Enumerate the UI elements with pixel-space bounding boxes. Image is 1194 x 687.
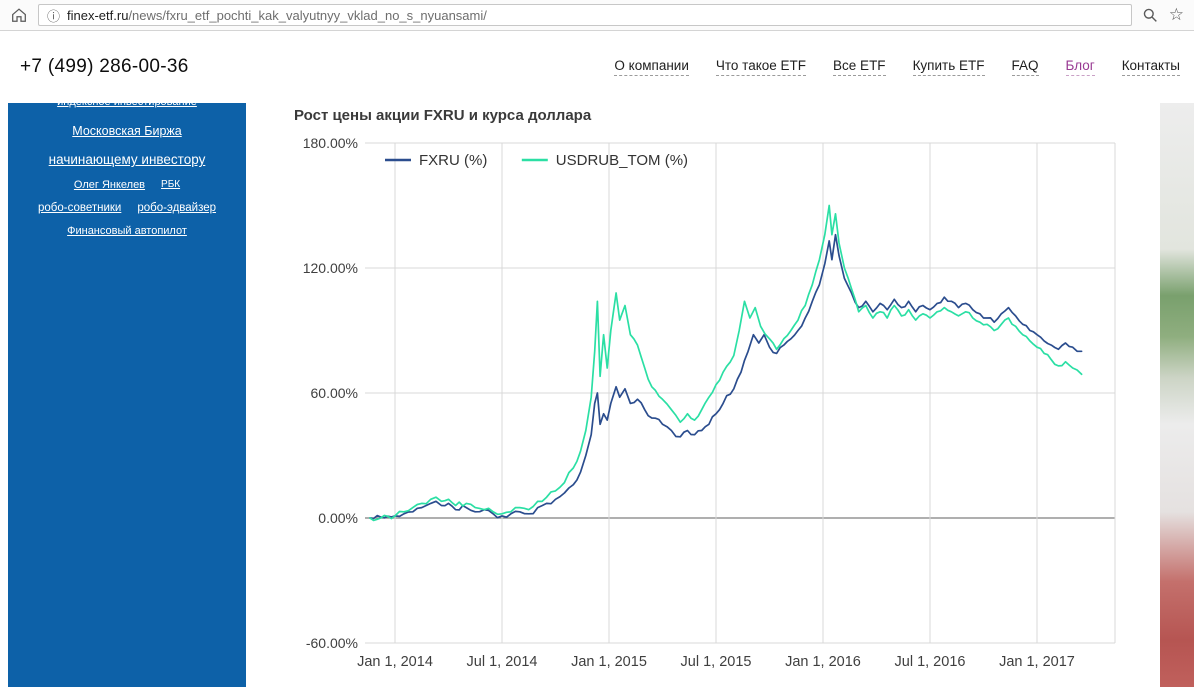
svg-text:120.00%: 120.00% [303, 260, 358, 276]
address-bar[interactable]: ⓘ finex-etf.ru/news/fxru_etf_pochti_kak_… [38, 4, 1132, 26]
svg-text:Jan 1, 2016: Jan 1, 2016 [785, 654, 861, 670]
url-domain: finex-etf.ru [67, 7, 129, 23]
svg-text:Jul 1, 2016: Jul 1, 2016 [895, 654, 966, 670]
svg-text:Jul 1, 2014: Jul 1, 2014 [467, 654, 538, 670]
svg-text:-60.00%: -60.00% [306, 635, 358, 651]
tag-link-index-investing[interactable]: индексное инвестирование [57, 103, 197, 108]
zoom-icon[interactable] [1142, 7, 1159, 24]
nav-link-buy-etf[interactable]: Купить ETF [912, 58, 985, 76]
site-header: +7 (499) 286-00-36 О компании Что такое … [0, 31, 1194, 103]
home-icon[interactable] [10, 6, 28, 24]
svg-text:180.00%: 180.00% [303, 135, 358, 151]
svg-text:Jan 1, 2017: Jan 1, 2017 [999, 654, 1075, 670]
svg-text:Jan 1, 2014: Jan 1, 2014 [357, 654, 433, 670]
bookmark-star-icon[interactable]: ☆ [1168, 5, 1184, 24]
svg-text:Jul 1, 2015: Jul 1, 2015 [681, 654, 752, 670]
tag-link-financial-autopilot[interactable]: Финансовый автопилот [67, 225, 187, 237]
svg-text:Jan 1, 2015: Jan 1, 2015 [571, 654, 647, 670]
tag-cloud-sidebar: индексное инвестирование Московская Бирж… [8, 103, 246, 687]
chart-panel: Рост цены акции FXRU и курса доллара 180… [246, 103, 1194, 687]
nav-link-all-etf[interactable]: Все ETF [833, 58, 886, 76]
tag-link-robo-adviser[interactable]: робо-эдвайзер [137, 202, 217, 214]
svg-text:60.00%: 60.00% [311, 385, 358, 401]
tag-link-oleg-yankelev[interactable]: Олег Янкелев [73, 179, 146, 191]
nav-link-faq[interactable]: FAQ [1011, 58, 1039, 76]
page-background-strip [1160, 103, 1194, 687]
page-content: индексное инвестирование Московская Бирж… [0, 103, 1194, 687]
nav-link-contacts[interactable]: Контакты [1121, 58, 1180, 76]
url-text: finex-etf.ru/news/fxru_etf_pochti_kak_va… [67, 8, 487, 23]
tag-link-moscow-exchange[interactable]: Московская Биржа [72, 124, 182, 138]
svg-text:USDRUB_TOM (%): USDRUB_TOM (%) [556, 152, 688, 169]
chart-title: Рост цены акции FXRU и курса доллара [294, 107, 592, 124]
tag-link-beginner-investor[interactable]: начинающему инвестору [48, 152, 206, 167]
url-path: /news/fxru_etf_pochti_kak_valyutnyy_vkla… [128, 7, 487, 23]
svg-text:0.00%: 0.00% [318, 510, 358, 526]
info-icon[interactable]: ⓘ [47, 8, 61, 24]
browser-chrome: ⓘ finex-etf.ru/news/fxru_etf_pochti_kak_… [0, 0, 1194, 31]
nav-link-about[interactable]: О компании [614, 58, 689, 76]
nav-link-blog[interactable]: Блог [1065, 58, 1095, 76]
nav-link-what-is-etf[interactable]: Что такое ETF [715, 58, 807, 76]
svg-text:FXRU (%): FXRU (%) [419, 152, 487, 169]
line-chart: 180.00% 120.00% 60.00% 0.00% -60.00% Jan 1, 2… [303, 135, 1116, 670]
main-nav: О компании Что такое ETF Все ETF Купить … [614, 58, 1180, 76]
tag-link-rbc[interactable]: РБК [161, 179, 181, 190]
tag-link-robo-advisors[interactable]: робо-советники [37, 202, 122, 214]
phone-number: +7 (499) 286-00-36 [20, 56, 189, 77]
